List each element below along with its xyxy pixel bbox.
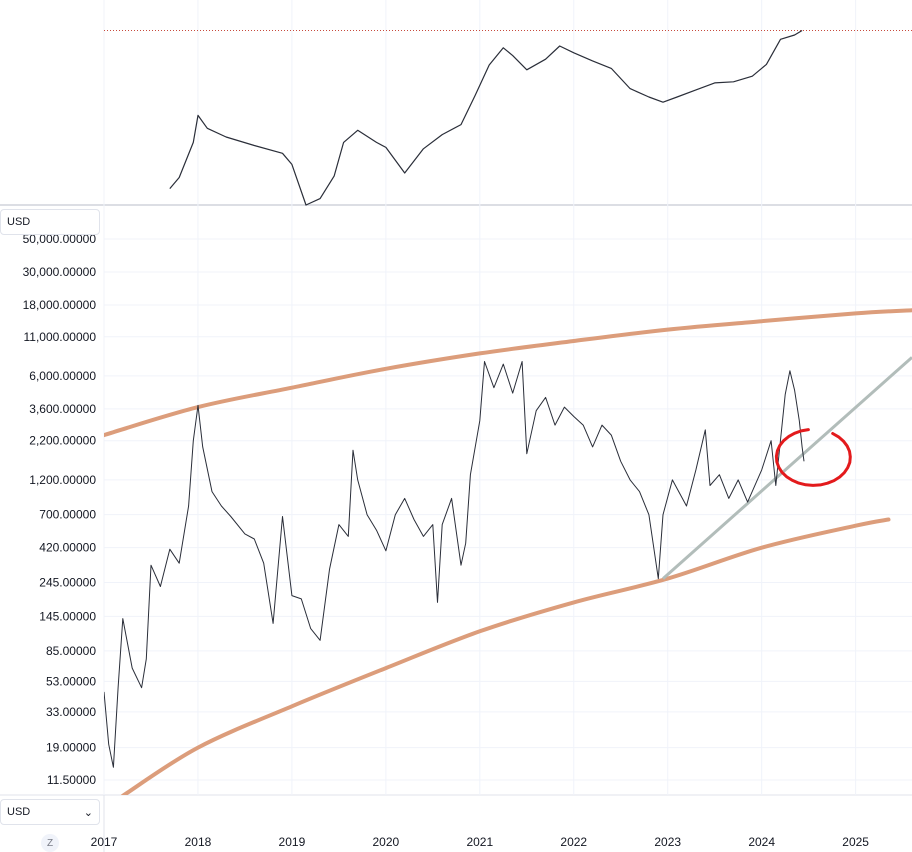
y-tick-label-7: 1,200.00000 xyxy=(29,473,96,487)
y-tick-label-3: 11,000.00000 xyxy=(23,330,96,344)
lower-price-series xyxy=(104,361,805,768)
y-tick-label-15: 19.00000 xyxy=(46,741,96,755)
x-tick-label-2025: 2025 xyxy=(842,835,869,849)
y-tick-label-2: 18,000.00000 xyxy=(23,298,97,312)
y-tick-label-12: 85.00000 xyxy=(46,644,96,658)
y-tick-label-5: 3,600.00000 xyxy=(29,402,96,416)
x-tick-label-2024: 2024 xyxy=(748,835,775,849)
y-tick-label-11: 145.00000 xyxy=(39,609,96,623)
y-tick-label-0: 50,000.00000 xyxy=(23,232,97,246)
support-trendline xyxy=(662,356,912,580)
highlight-circle xyxy=(774,428,852,487)
x-tick-label-2023: 2023 xyxy=(654,835,681,849)
y-tick-label-13: 53.00000 xyxy=(46,674,96,688)
y-tick-label-10: 245.00000 xyxy=(39,575,96,589)
x-tick-label-2018: 2018 xyxy=(185,835,212,849)
x-tick-label-2021: 2021 xyxy=(466,835,493,849)
y-tick-label-8: 700.00000 xyxy=(39,508,96,522)
channel-upper-curve xyxy=(104,308,912,438)
y-tick-label-14: 33.00000 xyxy=(46,705,96,719)
channel-lower-curve xyxy=(120,517,891,795)
y-tick-label-16: 11.50000 xyxy=(47,773,96,787)
y-tick-label-1: 30,000.00000 xyxy=(23,265,97,279)
x-tick-label-2017: 2017 xyxy=(91,835,118,849)
y-tick-label-6: 2,200.00000 xyxy=(29,434,96,448)
timezone-button[interactable]: Z xyxy=(41,834,59,852)
chevron-down-icon: ⌄ xyxy=(83,806,93,819)
y-tick-label-4: 6,000.00000 xyxy=(29,369,96,383)
x-tick-label-2022: 2022 xyxy=(560,835,587,849)
x-tick-label-2019: 2019 xyxy=(279,835,306,849)
upper-price-series xyxy=(169,29,803,206)
x-tick-label-2020: 2020 xyxy=(373,835,400,849)
currency-label-top-text: USD xyxy=(7,216,31,228)
currency-select[interactable]: USD ⌄ xyxy=(0,799,100,825)
y-tick-label-9: 420.00000 xyxy=(39,541,96,555)
currency-label-top[interactable]: USD xyxy=(0,209,100,235)
currency-select-text: USD xyxy=(7,806,31,818)
